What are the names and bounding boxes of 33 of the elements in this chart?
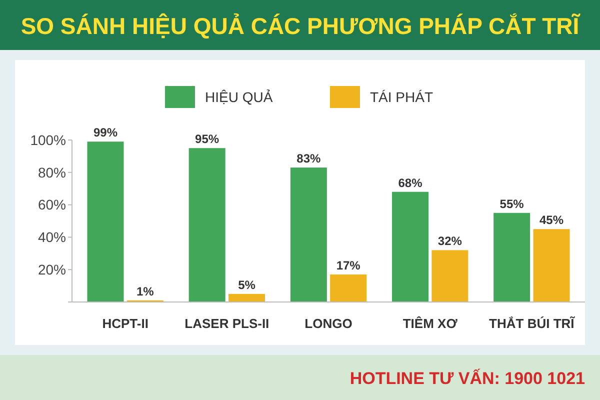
text: 45% [539,213,564,228]
bar [87,142,124,302]
x-tick-label: HCPT-II [102,316,148,331]
bar [432,250,468,302]
bar [392,192,428,302]
legend-label: TÁI PHÁT [370,89,434,105]
bar [533,229,570,302]
text: 32% [438,234,462,248]
text: 5% [238,278,256,292]
bar [290,168,327,302]
y-tick-label: 60% [38,196,66,213]
text: 95% [195,132,220,146]
bar [330,274,367,302]
x-tick-label: LASER PLS-II [184,316,270,331]
x-tick-label: LONGO [304,316,352,331]
text: 99% [93,126,118,140]
text: 1% [136,284,154,298]
x-tick-label: TIÊM XƠ [402,316,458,331]
text: 68% [398,176,422,190]
legend-label: HIỆU QUẢ [205,89,274,105]
text: 17% [336,258,360,272]
chart-title: SO SÁNH HIỆU QUẢ CÁC PHƯƠNG PHÁP CẮT TRĨ [20,13,581,39]
bar [188,148,226,302]
y-tick-label: 100% [30,132,66,148]
text: HOTLINE TƯ VẤN: 1900 1021 [350,368,585,388]
y-tick-label: 20% [38,262,66,278]
bar [494,212,530,302]
text: 83% [296,152,321,166]
y-tick-label: 40% [38,229,66,246]
text: 55% [500,196,524,211]
x-tick-label: THẮT BÚI TRĨ [489,316,576,331]
y-tick-label: 80% [38,164,66,180]
bar [228,294,266,302]
